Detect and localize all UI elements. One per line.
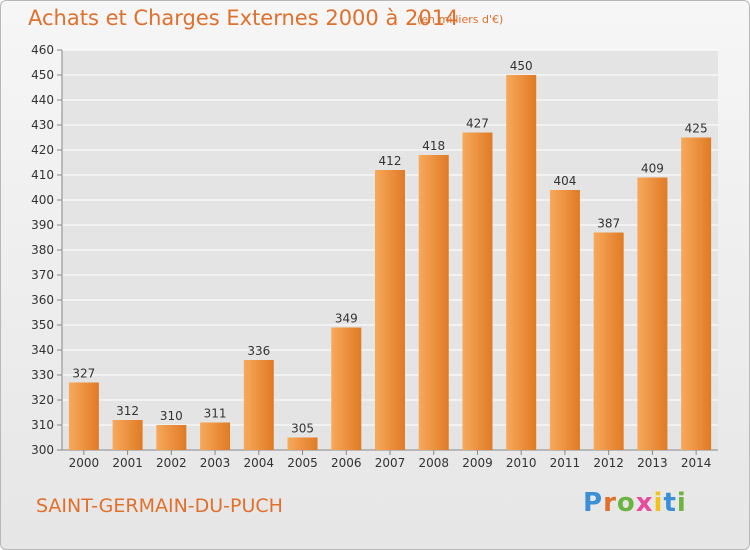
x-tick-label: 2007 bbox=[375, 456, 406, 470]
data-label: 311 bbox=[204, 407, 227, 421]
x-tick-label: 2008 bbox=[418, 456, 449, 470]
y-tick-label: 380 bbox=[31, 243, 54, 257]
bar bbox=[68, 382, 99, 450]
y-tick-label: 340 bbox=[31, 343, 54, 357]
x-tick-label: 2014 bbox=[681, 456, 712, 470]
bar bbox=[375, 170, 405, 450]
y-tick-label: 300 bbox=[31, 443, 54, 457]
data-label: 412 bbox=[379, 154, 402, 168]
y-tick-label: 420 bbox=[31, 143, 54, 157]
data-label: 418 bbox=[422, 139, 445, 153]
y-tick-label: 460 bbox=[31, 43, 54, 57]
y-tick-label: 350 bbox=[31, 318, 54, 332]
x-tick-label: 2011 bbox=[550, 456, 581, 470]
commune-name: SAINT-GERMAIN-DU-PUCH bbox=[36, 495, 283, 517]
x-tick-label: 2013 bbox=[637, 456, 668, 470]
bar bbox=[418, 155, 449, 450]
bar bbox=[681, 137, 712, 450]
data-label: 336 bbox=[247, 344, 270, 358]
x-tick-label: 2009 bbox=[462, 456, 493, 470]
bar bbox=[637, 177, 668, 450]
y-tick-label: 360 bbox=[31, 293, 54, 307]
bar bbox=[593, 232, 624, 450]
y-tick-label: 390 bbox=[31, 218, 54, 232]
data-label: 450 bbox=[510, 59, 533, 73]
x-tick-label: 2000 bbox=[69, 456, 100, 470]
x-tick-label: 2002 bbox=[156, 456, 187, 470]
bar bbox=[506, 75, 537, 450]
y-tick-label: 430 bbox=[31, 118, 54, 132]
data-label: 310 bbox=[160, 409, 183, 423]
bar bbox=[287, 437, 318, 450]
data-label: 349 bbox=[335, 312, 358, 326]
data-label: 312 bbox=[116, 404, 139, 418]
bar bbox=[549, 190, 580, 450]
data-label: 425 bbox=[685, 122, 708, 136]
bar bbox=[200, 422, 231, 450]
bars-layer bbox=[68, 75, 712, 450]
y-tick-label: 370 bbox=[31, 268, 54, 282]
y-tick-label: 310 bbox=[31, 418, 54, 432]
y-tick-label: 330 bbox=[31, 368, 54, 382]
bar bbox=[156, 425, 187, 450]
data-label: 305 bbox=[291, 422, 314, 436]
y-tick-label: 450 bbox=[31, 68, 54, 82]
data-label: 387 bbox=[597, 217, 620, 231]
bar bbox=[112, 420, 143, 450]
proxiti-logo[interactable]: Proxiti bbox=[583, 488, 687, 518]
x-tick-label: 2010 bbox=[506, 456, 537, 470]
y-tick-label: 320 bbox=[31, 393, 54, 407]
labels-layer: 300 310 320 330 340 350 360 370 380 390 400 410 420 4… bbox=[31, 43, 711, 470]
x-tick-label: 2012 bbox=[593, 456, 624, 470]
y-tick-label: 400 bbox=[31, 193, 54, 207]
data-label: 404 bbox=[553, 174, 576, 188]
data-label: 409 bbox=[641, 162, 664, 176]
bar bbox=[462, 132, 493, 450]
data-label: 427 bbox=[466, 117, 489, 131]
y-tick-label: 410 bbox=[31, 168, 54, 182]
bar bbox=[331, 327, 362, 450]
x-tick-label: 2003 bbox=[200, 456, 231, 470]
chart-title: Achats et Charges Externes 2000 à 2014 bbox=[28, 6, 459, 30]
data-label: 327 bbox=[72, 367, 95, 381]
x-tick-label: 2004 bbox=[244, 456, 275, 470]
x-tick-label: 2001 bbox=[112, 456, 143, 470]
y-tick-label: 440 bbox=[31, 93, 54, 107]
x-tick-label: 2005 bbox=[287, 456, 318, 470]
chart-unit: (en milliers d'€) bbox=[417, 13, 504, 26]
x-tick-label: 2006 bbox=[331, 456, 362, 470]
bar bbox=[243, 360, 274, 450]
